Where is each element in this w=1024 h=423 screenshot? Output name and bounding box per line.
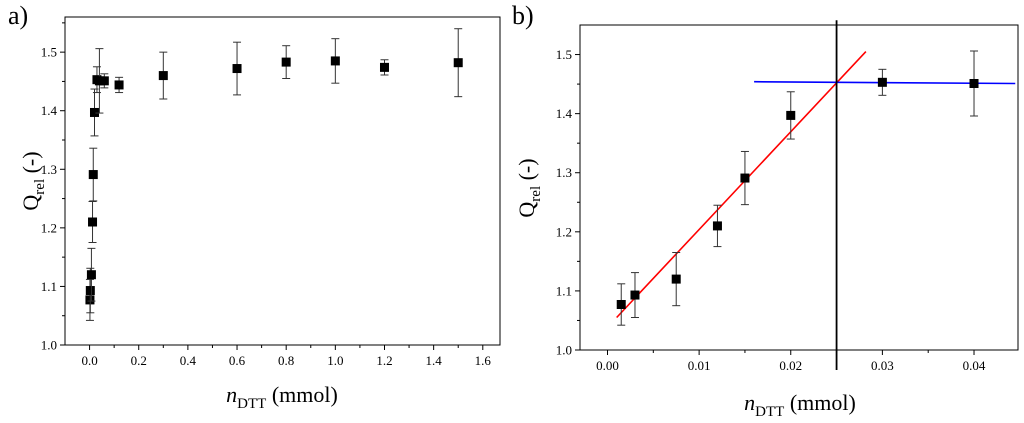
x-tick-label: 0.02 <box>779 358 802 373</box>
data-point <box>453 58 463 68</box>
panel-b-points <box>616 50 979 326</box>
panel-a-ylabel: Qrel (-) <box>18 151 48 210</box>
data-point <box>232 64 242 74</box>
x-tick-label: 0.8 <box>278 353 294 368</box>
x-tick-label: 0.2 <box>131 353 147 368</box>
x-tick-label: 0.00 <box>596 358 619 373</box>
data-point <box>86 270 96 280</box>
y-tick-label: 1.2 <box>41 220 57 235</box>
panel-b-xlabel: nDTT (mmol) <box>744 390 856 420</box>
data-point <box>114 80 124 90</box>
data-point <box>88 170 98 180</box>
linear-fit <box>616 51 867 319</box>
y-tick-label: 1.0 <box>556 343 572 358</box>
data-point <box>88 217 98 227</box>
y-tick-label: 1.1 <box>41 279 57 294</box>
x-tick-label: 0.4 <box>180 353 197 368</box>
data-point <box>158 71 168 81</box>
panel-a-frame <box>64 16 501 346</box>
data-point <box>877 77 887 87</box>
x-tick-label: 0.0 <box>81 353 97 368</box>
y-tick-label: 1.3 <box>41 162 57 177</box>
panel-b-axes: 0.00 0.01 0.02 0.03 0.04 1.0 1.1 1.2 1.3 1.4 1.5 <box>556 47 986 373</box>
y-tick-label: 1.3 <box>556 165 572 180</box>
x-tick-label: 0.6 <box>229 353 246 368</box>
data-point <box>969 79 979 88</box>
y-tick-label: 1.1 <box>556 283 572 298</box>
data-point <box>616 300 626 309</box>
x-tick-label: 0.04 <box>963 358 986 373</box>
y-tick-label: 1.5 <box>41 45 57 60</box>
panel-b: b) 0.00 0.01 0.02 0.03 0.04 1.0 1.1 1.2 1.3 1.4 1.… <box>512 1 1019 420</box>
data-point <box>281 57 291 67</box>
panel-a-xlabel: nDTT (mmol) <box>226 382 338 412</box>
panel-a-points <box>85 28 463 321</box>
y-tick-label: 1.5 <box>556 47 572 62</box>
x-tick-label: 1.4 <box>426 353 443 368</box>
data-point <box>740 173 750 183</box>
y-tick-label: 1.4 <box>41 103 58 118</box>
panel-a: a) 0.0 0.2 0.4 0.6 0.8 1.0 1.2 1.4 1.6 1.0 1.1 1.2 1… <box>8 1 501 412</box>
panel-b-ylabel: Qrel (-) <box>514 158 544 217</box>
y-tick-label: 1.2 <box>556 224 572 239</box>
panel-b-fit-lines <box>616 20 1016 370</box>
data-point <box>99 76 109 86</box>
x-tick-label: 0.01 <box>688 358 711 373</box>
panel-b-label: b) <box>512 1 534 30</box>
x-tick-label: 1.6 <box>475 353 492 368</box>
data-point <box>671 274 681 284</box>
x-tick-label: 1.2 <box>376 353 392 368</box>
y-tick-label: 1.0 <box>41 338 57 353</box>
data-point <box>89 107 99 117</box>
panel-b-frame <box>579 24 1019 351</box>
data-point <box>379 62 389 72</box>
data-point <box>330 56 340 66</box>
data-point <box>712 221 722 231</box>
data-point <box>786 110 796 120</box>
panel-a-label: a) <box>8 1 28 30</box>
data-point <box>94 76 104 86</box>
data-point <box>85 286 95 296</box>
x-tick-label: 1.0 <box>327 353 343 368</box>
panel-a-axes: 0.0 0.2 0.4 0.6 0.8 1.0 1.2 1.4 1.6 1.0 1.1 1.2 1.3 1… <box>41 22 492 368</box>
x-tick-label: 0.03 <box>871 358 894 373</box>
data-point <box>630 290 640 300</box>
y-tick-label: 1.4 <box>556 106 573 121</box>
